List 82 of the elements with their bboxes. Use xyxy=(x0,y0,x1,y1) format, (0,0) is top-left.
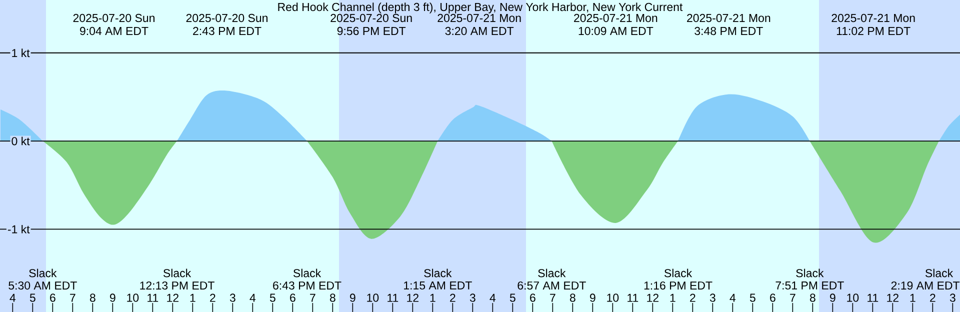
x-tick-label: 9 xyxy=(830,294,836,302)
x-tick-label: 11 xyxy=(148,294,158,302)
annotation: 3:48 PM EDT xyxy=(694,26,763,36)
x-tick-label: 9 xyxy=(350,294,356,302)
x-tick-label: 1 xyxy=(670,294,676,302)
x-tick-label: 4 xyxy=(730,294,736,302)
annotation: 2025-07-20 Sun xyxy=(186,14,268,22)
annotation: 2025-07-20 Sun xyxy=(330,14,412,22)
x-tick-label: 3 xyxy=(230,294,236,302)
x-tick-label: 6 xyxy=(50,294,56,302)
annotation: 1:15 AM EDT xyxy=(404,282,472,290)
annotation: Slack xyxy=(29,268,57,278)
x-tick-label: 7 xyxy=(790,294,796,302)
y-tick-label: 1 kt xyxy=(12,48,30,58)
x-tick-label: 12 xyxy=(407,294,418,302)
annotation: 2025-07-21 Mon xyxy=(438,14,521,22)
annotation: Slack xyxy=(538,268,566,278)
x-tick-label: 6 xyxy=(770,294,776,302)
annotation: 12:13 PM EDT xyxy=(140,281,214,290)
y-tick-label: 0 kt xyxy=(12,136,30,146)
annotation: 6:57 AM EDT xyxy=(518,281,586,290)
x-tick-label: 12 xyxy=(647,294,658,302)
annotation: Slack xyxy=(163,268,192,278)
annotation: Slack xyxy=(424,268,452,278)
x-tick-label: 2 xyxy=(450,294,456,302)
x-tick-label: 6 xyxy=(530,294,536,302)
x-tick-label: 1 xyxy=(910,294,916,302)
x-tick-label: 5 xyxy=(750,294,756,302)
x-tick-label: 2 xyxy=(690,294,696,302)
x-tick-label: 10 xyxy=(607,294,619,302)
annotation: 5:30 AM EDT xyxy=(8,281,77,290)
x-tick-label: 11 xyxy=(868,294,878,302)
x-tick-label: 8 xyxy=(330,294,336,302)
annotation: 7:51 PM EDT xyxy=(776,282,844,290)
annotation: 9:56 PM EDT xyxy=(337,26,406,36)
annotation: 1:16 PM EDT xyxy=(644,281,712,290)
annotation: 11:02 PM EDT xyxy=(836,26,910,36)
x-tick-label: 7 xyxy=(70,294,76,302)
annotation: Slack xyxy=(796,268,824,278)
x-tick-label: 12 xyxy=(887,294,898,302)
x-tick-label: 3 xyxy=(710,294,716,302)
annotation: 9:04 AM EDT xyxy=(80,26,148,36)
x-tick-label: 11 xyxy=(388,294,398,302)
x-tick-label: 9 xyxy=(110,294,116,302)
y-tick-label: -1 kt xyxy=(8,224,30,234)
annotation: 2025-07-21 Mon xyxy=(687,14,770,22)
x-tick-label: 2 xyxy=(210,294,216,302)
annotation: 2025-07-21 Mon xyxy=(574,14,658,22)
x-tick-label: 7 xyxy=(550,294,556,302)
x-tick-label: 8 xyxy=(810,294,816,302)
x-tick-label: 5 xyxy=(510,294,516,302)
x-tick-label: 10 xyxy=(367,294,379,302)
chart-title: Red Hook Channel (depth 3 ft), Upper Bay, New York Harbor, New York Current xyxy=(278,2,683,14)
x-tick-label: 7 xyxy=(310,294,316,302)
x-tick-label: 3 xyxy=(470,294,476,302)
x-tick-label: 10 xyxy=(127,294,139,302)
annotation: 6:43 PM EDT xyxy=(273,281,342,290)
x-tick-label: 4 xyxy=(250,294,256,302)
x-tick-label: 11 xyxy=(628,294,638,302)
annotation: Slack xyxy=(664,268,692,278)
x-tick-label: 10 xyxy=(847,294,859,302)
annotation: 2025-07-20 Sun xyxy=(73,14,154,22)
x-tick-label: 9 xyxy=(590,294,596,302)
x-tick-label: 3 xyxy=(950,294,956,302)
annotation: 2:19 AM EDT xyxy=(891,281,960,290)
annotation: Slack xyxy=(925,268,954,278)
annotation: Slack xyxy=(293,268,322,278)
x-tick-label: 5 xyxy=(270,294,276,302)
x-tick-label: 12 xyxy=(167,294,178,302)
x-tick-label: 6 xyxy=(290,294,296,302)
x-tick-label: 5 xyxy=(30,294,36,302)
annotation: 2025-07-21 Mon xyxy=(832,14,915,22)
x-tick-label: 2 xyxy=(930,294,936,302)
x-tick-label: 4 xyxy=(10,294,16,302)
x-tick-label: 8 xyxy=(570,294,576,302)
annotation: 2:43 PM EDT xyxy=(193,26,262,36)
x-tick-label: 1 xyxy=(430,294,436,302)
x-tick-label: 1 xyxy=(190,294,196,302)
annotation: 3:20 AM EDT xyxy=(445,26,514,36)
x-tick-label: 4 xyxy=(490,294,496,302)
annotation: 10:09 AM EDT xyxy=(578,26,654,36)
x-tick-label: 8 xyxy=(90,294,96,302)
